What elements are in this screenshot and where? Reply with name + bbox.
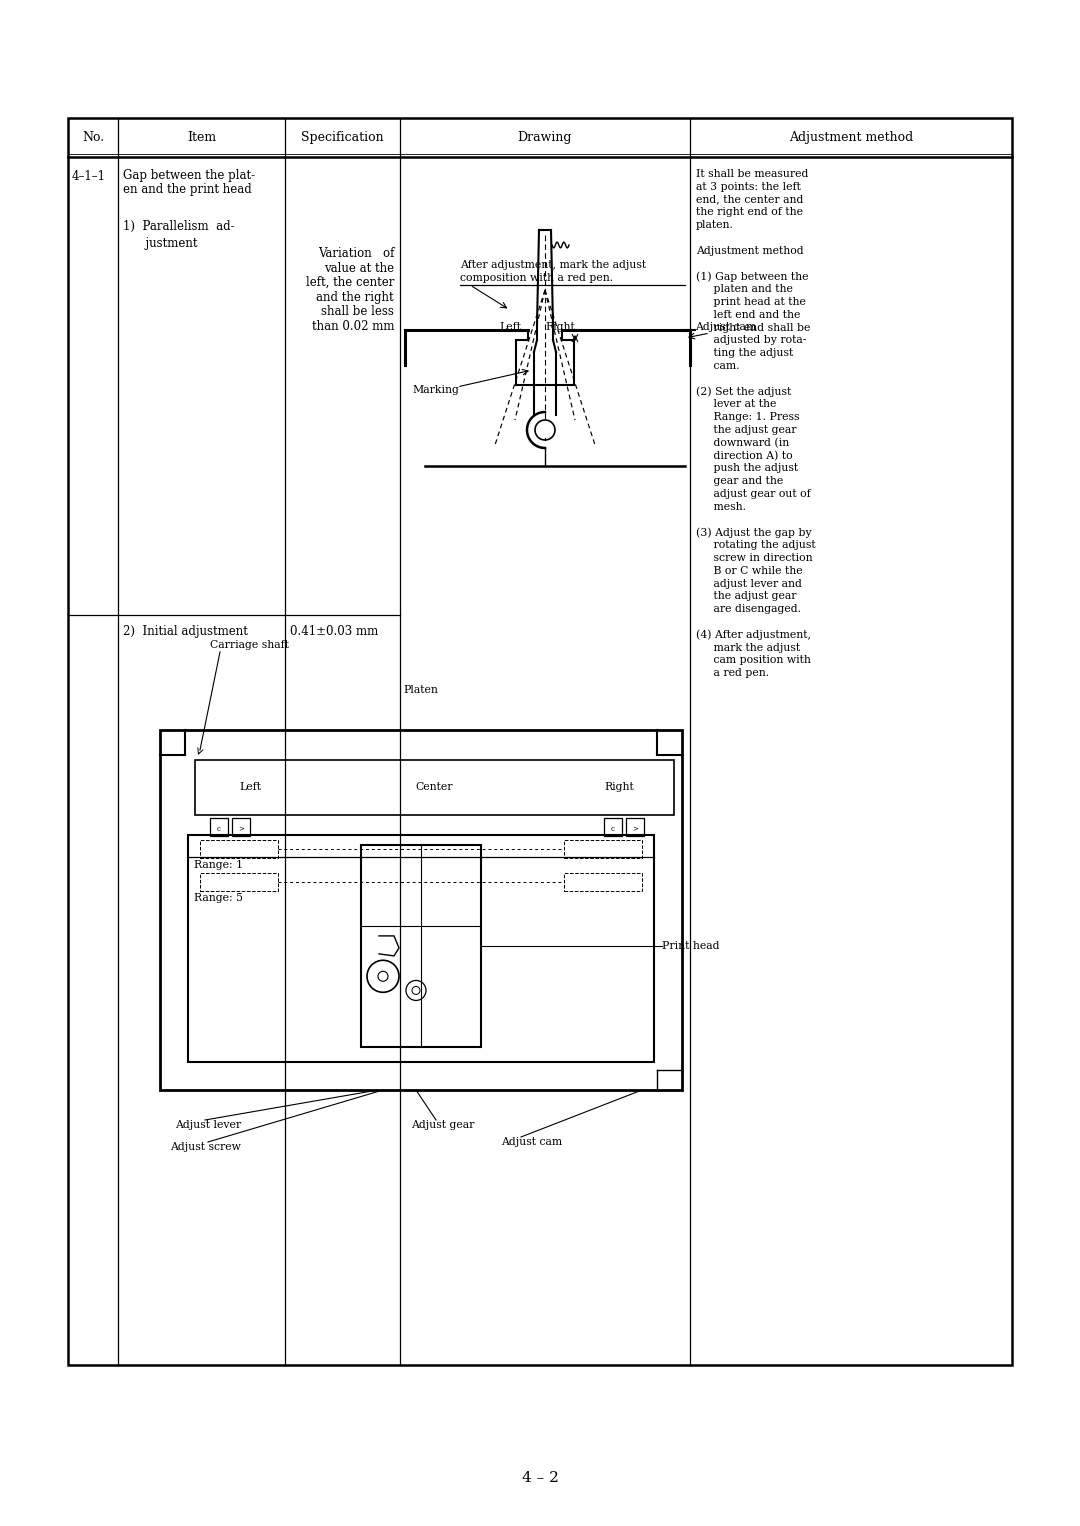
Text: 2)  Initial adjustment: 2) Initial adjustment (123, 626, 248, 638)
Text: right end shall be: right end shall be (696, 322, 810, 333)
Text: (3) Adjust the gap by: (3) Adjust the gap by (696, 528, 812, 539)
Text: Adjust lever: Adjust lever (175, 1120, 241, 1129)
Text: left end and the: left end and the (696, 310, 800, 320)
Text: Drawing: Drawing (517, 131, 572, 143)
Text: Adjust gear: Adjust gear (411, 1120, 474, 1129)
Bar (68, 118, 1012, 1364)
Text: en and the print head: en and the print head (123, 183, 252, 197)
Text: composition with a red pen.: composition with a red pen. (460, 273, 613, 282)
Text: Carriage shaft: Carriage shaft (210, 639, 289, 650)
Bar (195, 760, 674, 815)
Text: adjust gear out of: adjust gear out of (696, 488, 811, 499)
Text: rotating the adjust: rotating the adjust (696, 540, 815, 551)
Text: (1) Gap between the: (1) Gap between the (696, 272, 809, 282)
Text: c: c (611, 826, 615, 833)
Text: No.: No. (82, 131, 104, 143)
Text: platen and the: platen and the (696, 284, 793, 295)
Text: than 0.02 mm: than 0.02 mm (311, 319, 394, 333)
Text: push the adjust: push the adjust (696, 464, 798, 473)
Text: B or C while the: B or C while the (696, 566, 802, 575)
Bar (188, 835, 654, 1062)
Text: adjust lever and: adjust lever and (696, 578, 801, 589)
Bar (604, 818, 622, 836)
Text: a red pen.: a red pen. (696, 668, 769, 678)
Text: the adjust gear: the adjust gear (696, 426, 797, 435)
Text: mesh.: mesh. (696, 502, 746, 511)
Text: Variation   of: Variation of (318, 247, 394, 259)
Text: cam.: cam. (696, 362, 740, 371)
Text: 4 – 2: 4 – 2 (522, 1471, 558, 1485)
Text: Range: 1: Range: 1 (194, 861, 243, 870)
Text: the right end of the: the right end of the (696, 208, 804, 217)
Text: mark the adjust: mark the adjust (696, 642, 800, 653)
Text: end, the center and: end, the center and (696, 195, 804, 204)
Text: at 3 points: the left: at 3 points: the left (696, 182, 801, 192)
Text: Range: 1. Press: Range: 1. Press (696, 412, 799, 423)
Text: gear and the: gear and the (696, 476, 783, 487)
Text: Item: Item (187, 131, 216, 143)
Text: >: > (632, 826, 638, 833)
Text: justment: justment (123, 237, 198, 250)
Text: Left: Left (239, 783, 261, 792)
Text: Adjust screw: Adjust screw (170, 1141, 241, 1152)
Text: 1)  Parallelism  ad-: 1) Parallelism ad- (123, 220, 234, 233)
Bar (200, 873, 278, 891)
Text: screw in direction: screw in direction (696, 552, 812, 563)
Text: and the right: and the right (316, 290, 394, 304)
Bar (361, 845, 481, 1047)
Text: c: c (217, 826, 221, 833)
Text: Print head: Print head (662, 942, 719, 951)
Text: After adjustment, mark the adjust: After adjustment, mark the adjust (460, 259, 646, 270)
Bar (232, 818, 249, 836)
Bar (160, 729, 681, 1090)
Text: Gap between the plat-: Gap between the plat- (123, 169, 255, 182)
Bar (564, 873, 642, 891)
Text: Right: Right (604, 783, 634, 792)
Text: Platen: Platen (404, 685, 438, 694)
Text: Adjust cam: Adjust cam (696, 322, 756, 333)
Text: are disengaged.: are disengaged. (696, 604, 801, 613)
Text: 4–1–1: 4–1–1 (72, 169, 106, 183)
Text: Range: 5: Range: 5 (194, 893, 243, 903)
Text: cam position with: cam position with (696, 655, 811, 665)
Text: downward (in: downward (in (696, 438, 789, 449)
Text: Adjust cam: Adjust cam (501, 1137, 562, 1148)
Text: direction A) to: direction A) to (696, 450, 793, 461)
Text: the adjust gear: the adjust gear (696, 592, 797, 601)
Text: Center: Center (416, 783, 454, 792)
Text: Right: Right (545, 322, 575, 333)
Bar (564, 839, 642, 858)
Text: It shall be measured: It shall be measured (696, 169, 808, 179)
Text: left, the center: left, the center (306, 276, 394, 288)
Text: >: > (238, 826, 244, 833)
Text: shall be less: shall be less (321, 305, 394, 317)
Text: print head at the: print head at the (696, 298, 806, 307)
Text: Left: Left (499, 322, 521, 333)
Text: 0.41±0.03 mm: 0.41±0.03 mm (291, 626, 378, 638)
Text: Specification: Specification (301, 131, 383, 143)
Text: Adjustment method: Adjustment method (788, 131, 913, 143)
Text: value at the: value at the (324, 261, 394, 275)
Text: Adjustment method: Adjustment method (696, 246, 804, 256)
Bar (626, 818, 644, 836)
Text: platen.: platen. (696, 220, 734, 230)
Bar (200, 839, 278, 858)
Text: lever at the: lever at the (696, 400, 777, 409)
Text: Marking: Marking (411, 385, 459, 395)
Text: ting the adjust: ting the adjust (696, 348, 793, 359)
Text: (4) After adjustment,: (4) After adjustment, (696, 630, 811, 641)
Text: (2) Set the adjust: (2) Set the adjust (696, 386, 792, 397)
Bar (210, 818, 228, 836)
Text: adjusted by rota-: adjusted by rota- (696, 336, 807, 345)
